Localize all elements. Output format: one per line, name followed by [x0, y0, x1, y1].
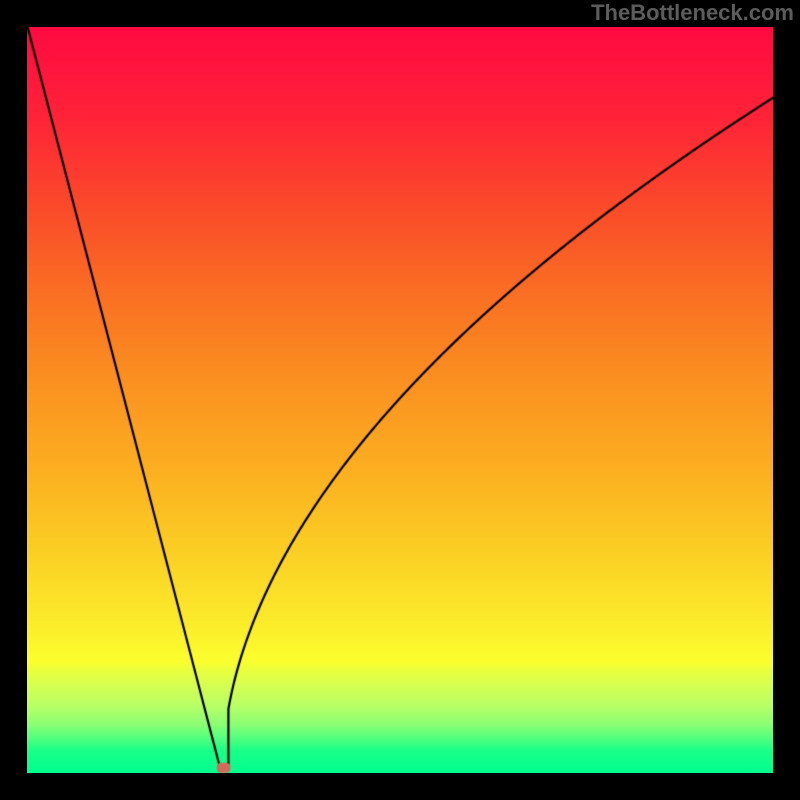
plot-area	[27, 27, 773, 773]
chart-frame: TheBottleneck.com	[0, 0, 800, 800]
chart-canvas	[27, 27, 773, 773]
watermark-text: TheBottleneck.com	[591, 0, 794, 26]
